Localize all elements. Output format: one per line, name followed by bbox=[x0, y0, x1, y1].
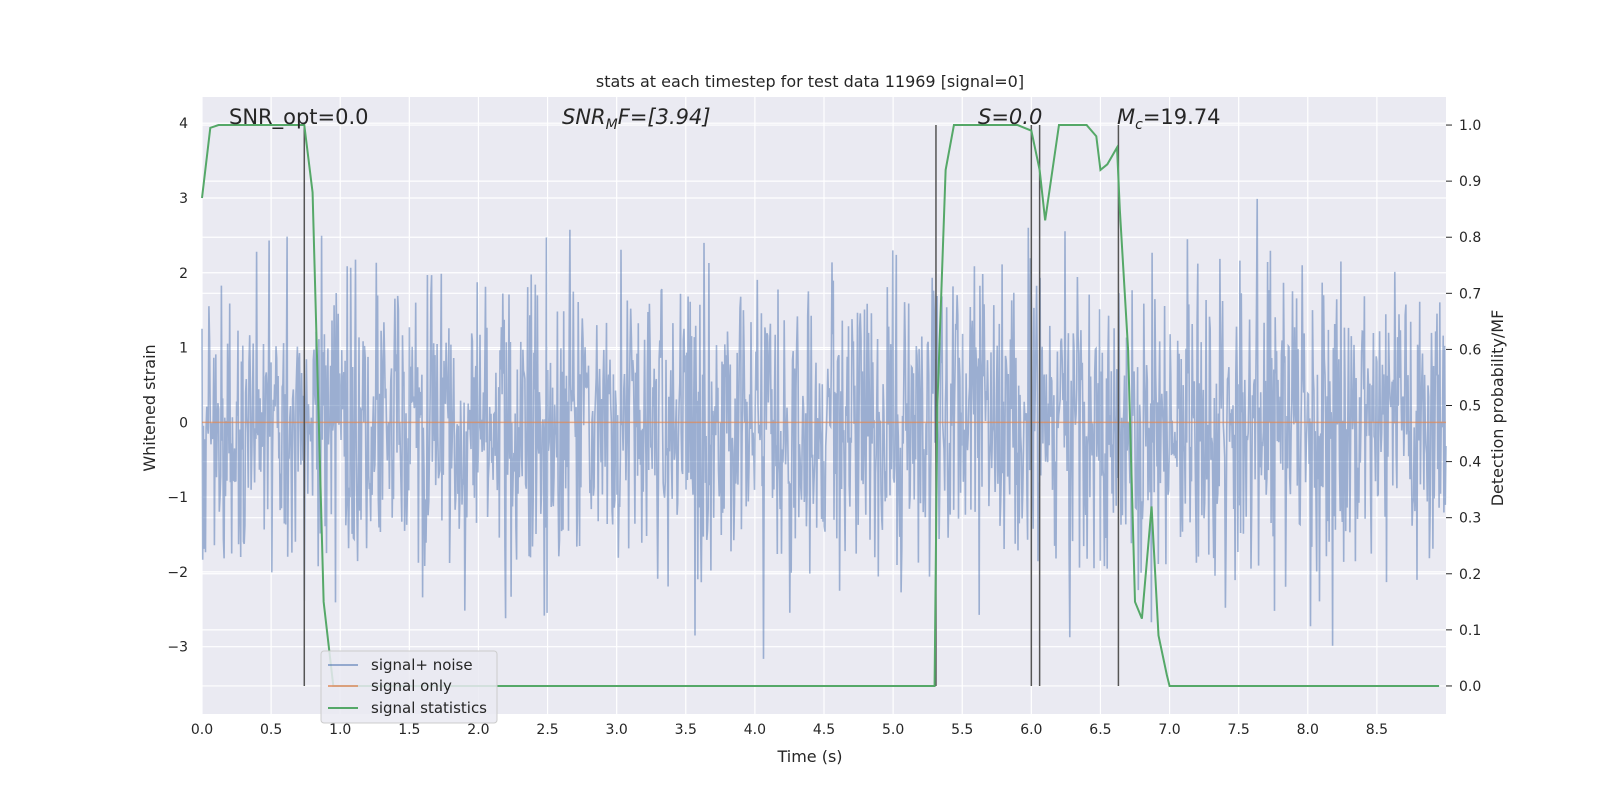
legend-box bbox=[320, 650, 498, 724]
x-tick-label: 7.0 bbox=[1158, 722, 1180, 738]
y2-tick-label: 1.0 bbox=[1459, 118, 1481, 134]
x-tick-label: 3.5 bbox=[675, 722, 697, 738]
x-tick-label: 5.0 bbox=[882, 722, 904, 738]
x-tick-label: 0.0 bbox=[191, 722, 213, 738]
legend-label-signal-statistics: signal statistics bbox=[371, 699, 487, 717]
y-tick-label: 1 bbox=[179, 341, 188, 357]
y-tick-label: −1 bbox=[167, 490, 188, 506]
x-tick-label: 8.5 bbox=[1366, 722, 1388, 738]
y2-tick-label: 0.8 bbox=[1459, 230, 1481, 246]
axis-ticks: 0.0 0.5 1.0 1.5 2.0 2.5 3.0 3.5 4.0 4.5 5.0 5.5 6.0 6… bbox=[167, 116, 1481, 738]
y-tick-label: 2 bbox=[179, 266, 188, 282]
y2-axis-label: Detection probability/MF bbox=[1488, 310, 1507, 507]
x-tick-label: 4.0 bbox=[744, 722, 766, 738]
legend-label-signal-plus-noise: signal+ noise bbox=[371, 656, 473, 674]
annotation-mc-sub: c bbox=[1135, 117, 1143, 133]
legend-label-signal-only: signal only bbox=[371, 677, 452, 695]
signal-statistics-line bbox=[201, 124, 1440, 687]
y-tick-label: −2 bbox=[167, 565, 188, 581]
annotation-snr-mf: SNRMF=[3.94] bbox=[562, 105, 711, 133]
series-signal-statistics bbox=[201, 124, 1440, 687]
x-tick-label: 7.5 bbox=[1228, 722, 1250, 738]
y2-tick-label: 0.5 bbox=[1459, 399, 1481, 415]
annotation-mc: Mc=19.74 bbox=[1117, 105, 1221, 133]
y-axis-label: Whitened strain bbox=[140, 344, 159, 471]
vertical-marker-lines bbox=[303, 125, 1120, 686]
y2-tick-label: 0.1 bbox=[1459, 623, 1481, 639]
x-tick-label: 1.5 bbox=[398, 722, 420, 738]
annotation-s: S=0.0 bbox=[978, 105, 1042, 129]
y2-tick-label: 0.7 bbox=[1459, 286, 1481, 302]
annotation-snr-mf-rest: F=[3.94] bbox=[618, 105, 711, 129]
x-tick-label: 4.5 bbox=[813, 722, 835, 738]
y2-tick-label: 0.6 bbox=[1459, 342, 1481, 358]
chart-title: stats at each timestep for test data 119… bbox=[596, 72, 1024, 91]
x-tick-label: 2.5 bbox=[536, 722, 558, 738]
annotation-mc-main: M bbox=[1117, 105, 1135, 129]
y2-tick-label: 0.4 bbox=[1459, 455, 1481, 471]
x-tick-label: 5.5 bbox=[951, 722, 973, 738]
x-tick-label: 3.0 bbox=[606, 722, 628, 738]
y2-tick-label: 0.3 bbox=[1459, 511, 1481, 527]
x-tick-label: 8.0 bbox=[1297, 722, 1319, 738]
x-tick-label: 6.0 bbox=[1020, 722, 1042, 738]
x-tick-label: 1.0 bbox=[329, 722, 351, 738]
annotation-snr-mf-sub: M bbox=[606, 117, 618, 133]
x-tick-label: 0.5 bbox=[260, 722, 282, 738]
y-tick-label: 0 bbox=[179, 415, 188, 431]
annotation-snr-mf-main: SNR bbox=[562, 105, 606, 129]
y2-tick-label: 0.2 bbox=[1459, 567, 1481, 583]
x-axis-label: Time (s) bbox=[776, 747, 842, 766]
y-tick-label: 4 bbox=[179, 116, 188, 132]
legend: signal+ noise signal only signal statist… bbox=[320, 650, 498, 724]
signal-plus-noise-line bbox=[201, 198, 1447, 659]
y2-tick-label: 0.0 bbox=[1459, 679, 1481, 695]
y2-tick-label: 0.9 bbox=[1459, 174, 1481, 190]
y-tick-label: 3 bbox=[179, 191, 188, 207]
annotation-mc-rest: =19.74 bbox=[1143, 105, 1221, 129]
series-signal-plus-noise bbox=[201, 198, 1447, 659]
y-tick-label: −3 bbox=[167, 640, 188, 656]
annotation-snr-opt: SNR_opt=0.0 bbox=[229, 105, 369, 130]
x-tick-label: 2.0 bbox=[467, 722, 489, 738]
grid-lines bbox=[201, 97, 1446, 714]
x-tick-label: 6.5 bbox=[1089, 722, 1111, 738]
